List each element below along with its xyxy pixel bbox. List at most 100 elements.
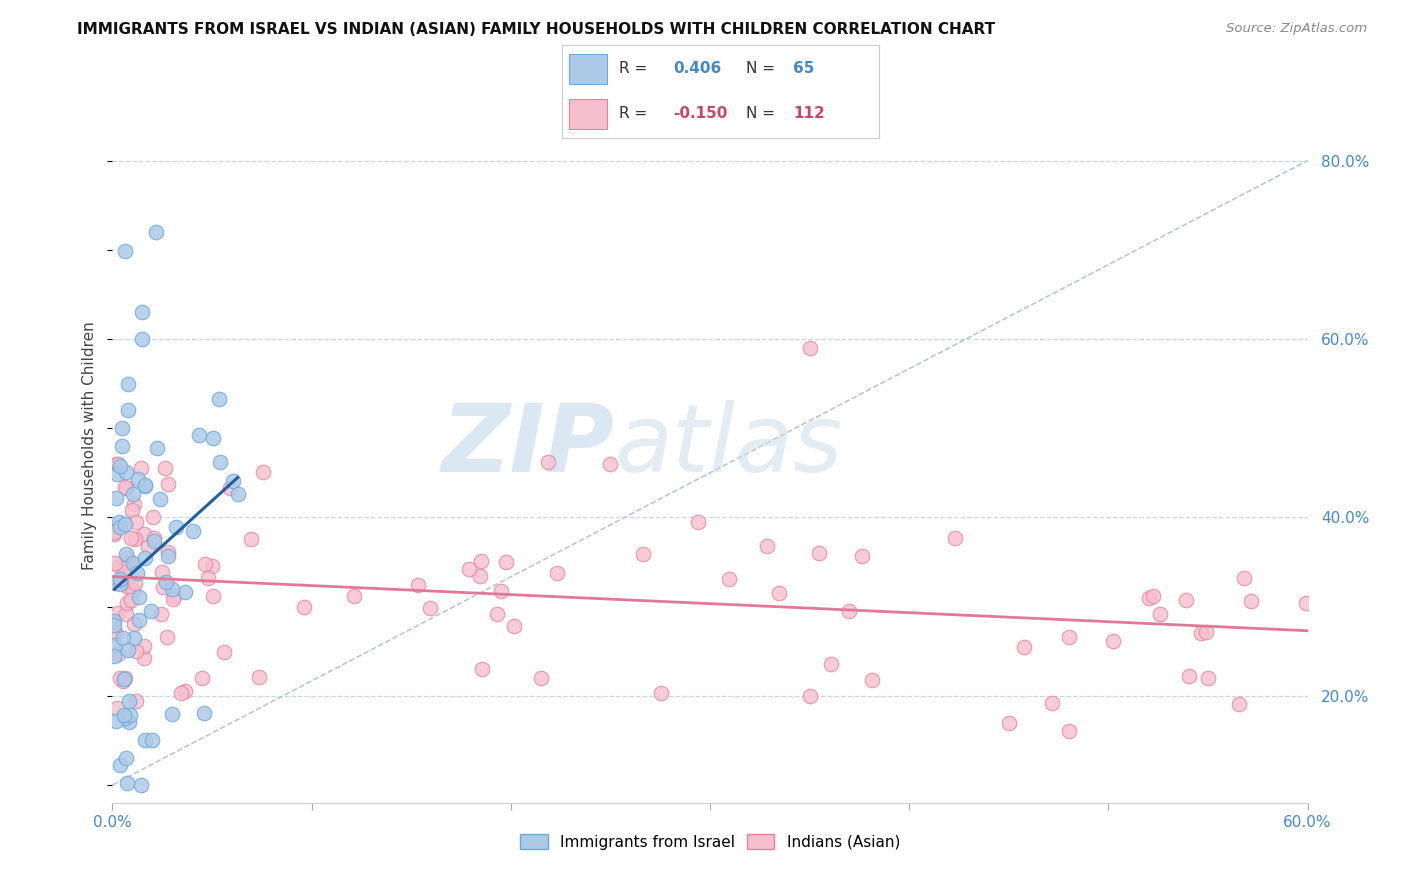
Point xyxy=(768,586,790,600)
Legend: Immigrants from Israel, Indians (Asian): Immigrants from Israel, Indians (Asian) xyxy=(515,828,905,855)
Point xyxy=(838,604,860,618)
Point xyxy=(118,715,141,730)
Point xyxy=(122,557,145,571)
Point xyxy=(194,558,217,572)
Point xyxy=(103,618,125,632)
Point xyxy=(117,580,139,594)
Point xyxy=(114,517,136,532)
Point xyxy=(114,711,136,725)
Text: N =: N = xyxy=(747,62,780,77)
Point xyxy=(125,566,148,580)
Point xyxy=(173,683,195,698)
Point xyxy=(115,751,138,765)
Text: R =: R = xyxy=(619,106,652,121)
Point xyxy=(1195,624,1218,639)
Text: ZIP: ZIP xyxy=(441,400,614,492)
Point xyxy=(1233,571,1256,585)
Point xyxy=(112,708,135,723)
Point xyxy=(141,733,163,747)
Point xyxy=(162,591,184,606)
Point xyxy=(546,566,568,580)
Point xyxy=(193,706,215,721)
Point xyxy=(187,428,209,442)
Point xyxy=(105,491,128,505)
Point xyxy=(419,601,441,615)
Point xyxy=(124,497,146,511)
Point xyxy=(155,575,177,590)
Point xyxy=(214,645,236,659)
Point xyxy=(128,590,150,604)
Point xyxy=(165,520,187,534)
Point xyxy=(191,671,214,685)
Point xyxy=(162,706,183,721)
Point xyxy=(156,630,179,644)
Point xyxy=(1059,631,1081,645)
Point xyxy=(145,441,167,455)
Text: -0.150: -0.150 xyxy=(673,106,727,121)
Point xyxy=(633,547,655,561)
Point xyxy=(170,686,193,700)
Point xyxy=(851,549,873,563)
Point xyxy=(114,244,136,259)
Point xyxy=(110,458,132,473)
Point xyxy=(103,527,125,541)
Point xyxy=(218,481,240,495)
Point xyxy=(1240,594,1263,608)
Point xyxy=(807,545,830,559)
Point xyxy=(799,341,821,355)
Point xyxy=(489,584,512,599)
Point xyxy=(108,575,131,590)
Point xyxy=(1149,607,1171,622)
Point xyxy=(104,625,127,640)
Point xyxy=(104,626,127,640)
Point xyxy=(131,305,153,319)
Point xyxy=(124,616,146,631)
Point xyxy=(998,715,1021,730)
Point xyxy=(117,642,139,657)
Point xyxy=(114,557,136,571)
Point xyxy=(141,604,163,618)
Point xyxy=(104,638,127,652)
Point xyxy=(104,714,127,728)
Point xyxy=(103,614,125,628)
Point xyxy=(343,589,366,603)
Point xyxy=(111,421,134,435)
Point xyxy=(104,575,127,590)
Point xyxy=(1295,597,1317,611)
Point xyxy=(108,577,131,591)
Point xyxy=(108,572,131,586)
Point xyxy=(125,516,148,530)
Point xyxy=(124,576,146,591)
Point xyxy=(121,487,143,501)
Point xyxy=(112,561,135,575)
Point xyxy=(530,671,553,685)
Point xyxy=(134,550,156,565)
Point xyxy=(132,651,155,665)
Point xyxy=(103,648,125,663)
Point xyxy=(1102,633,1125,648)
Point xyxy=(112,672,135,686)
Point xyxy=(142,509,165,524)
Point xyxy=(124,631,146,645)
Point xyxy=(127,472,149,486)
Point xyxy=(107,606,129,620)
Point xyxy=(820,657,842,671)
Y-axis label: Family Households with Children: Family Households with Children xyxy=(82,322,97,570)
Point xyxy=(201,559,224,574)
Point xyxy=(118,555,141,569)
Point xyxy=(105,457,128,471)
Point xyxy=(117,376,139,391)
Point xyxy=(718,572,741,586)
FancyBboxPatch shape xyxy=(568,99,607,129)
Point xyxy=(110,758,132,772)
Point xyxy=(115,776,138,790)
Point xyxy=(120,531,142,545)
Point xyxy=(799,689,821,703)
Point xyxy=(1057,724,1080,739)
Point xyxy=(114,671,136,685)
Point xyxy=(163,589,186,603)
Point xyxy=(132,526,155,541)
Point xyxy=(108,520,131,534)
Point xyxy=(495,555,517,569)
Point xyxy=(114,548,136,562)
